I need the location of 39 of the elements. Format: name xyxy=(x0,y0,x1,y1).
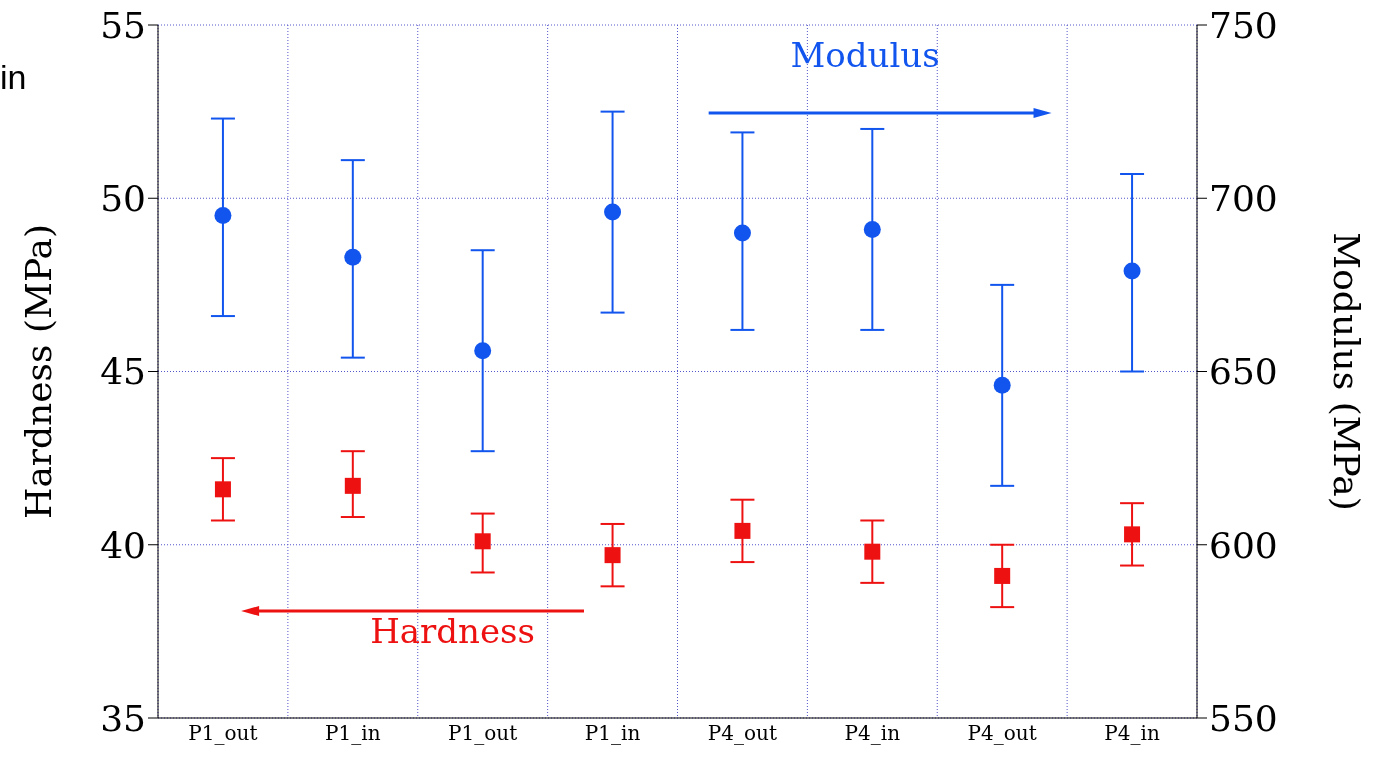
point xyxy=(863,220,881,238)
x-tick-label: P1_in xyxy=(325,721,381,746)
x-tick-label: P4_out xyxy=(707,721,778,746)
point xyxy=(734,522,751,539)
y-axis-title: Hardness (MPa) xyxy=(17,223,59,520)
x-tick-label: P4_out xyxy=(967,721,1037,746)
point xyxy=(1123,262,1141,280)
y-tick-label: 45 xyxy=(100,351,146,393)
point xyxy=(733,224,751,242)
x-tick-label: P1_in xyxy=(584,721,641,746)
y2-tick-label: 750 xyxy=(1209,4,1278,46)
text: Hardness xyxy=(370,611,535,651)
x-tick-label: P1_out xyxy=(188,721,258,746)
y2-tick-label: 650 xyxy=(1209,351,1278,393)
point xyxy=(214,481,231,498)
point xyxy=(864,543,881,560)
text: in xyxy=(0,58,27,97)
x-tick-label: P1_out xyxy=(448,721,518,746)
y2-tick-label: 550 xyxy=(1209,697,1278,739)
point xyxy=(993,376,1011,394)
point xyxy=(994,567,1011,584)
y-tick-label: 55 xyxy=(100,4,146,46)
point xyxy=(214,207,232,225)
x-tick-label: P4_in xyxy=(1104,721,1160,746)
point xyxy=(604,203,622,221)
point xyxy=(604,547,621,564)
point xyxy=(344,248,362,266)
y-tick-label: 35 xyxy=(100,697,146,739)
y2-tick-label: 700 xyxy=(1209,178,1278,220)
y2-axis-title: Modulus (MPa) xyxy=(1326,232,1368,511)
y2-tick-label: 600 xyxy=(1209,524,1278,566)
y-tick-label: 50 xyxy=(100,178,146,220)
point xyxy=(474,533,491,550)
text: Modulus xyxy=(790,35,940,75)
point xyxy=(1124,526,1141,543)
point xyxy=(344,477,361,494)
x-tick-label: P4_in xyxy=(844,721,901,746)
y-tick-label: 40 xyxy=(100,524,146,566)
point xyxy=(474,342,492,360)
